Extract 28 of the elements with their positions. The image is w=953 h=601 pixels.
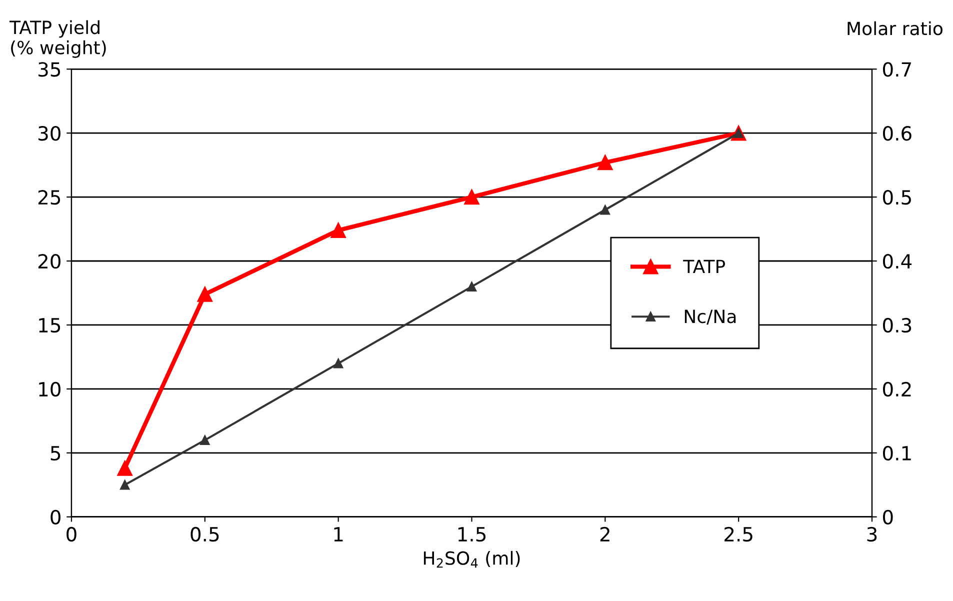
y2-tick-label: 0.7 xyxy=(883,62,911,77)
x-tick-label: 3 xyxy=(867,526,877,542)
x-tick-label: 2 xyxy=(600,526,610,542)
y2-tick-label: 0.3 xyxy=(883,318,912,333)
x-tick-label: 0 xyxy=(66,526,76,542)
y-tick-label: 5 xyxy=(50,446,60,461)
x-tick-label: 1.5 xyxy=(458,527,486,542)
y-tick-label: 30 xyxy=(38,126,60,141)
y2-tick-label: 0.1 xyxy=(883,446,911,461)
y-tick-label: 25 xyxy=(38,190,60,205)
legend-label: TATP xyxy=(683,260,726,273)
y-tick-label: 15 xyxy=(39,318,60,333)
y2-tick-label: 0.6 xyxy=(883,126,912,141)
y2-tick-label: 0 xyxy=(883,510,893,525)
x-tick-label: 0.5 xyxy=(190,526,219,542)
y2-tick-label: 0.5 xyxy=(883,190,911,205)
x-tick-label: 2.5 xyxy=(724,526,752,542)
y-tick-label: 20 xyxy=(38,254,60,269)
y2-tick-label: 0.4 xyxy=(883,254,912,269)
x-axis-title: H$_{2}$SO$_{4}$ (ml) xyxy=(424,550,520,568)
y-tick-label: 10 xyxy=(39,382,60,397)
y-tick-label: 0 xyxy=(50,510,60,525)
legend-label: Nc/Na xyxy=(684,310,736,325)
x-tick-label: 1 xyxy=(334,527,343,542)
y-axis-title: TATP yield (% weight) xyxy=(9,20,106,58)
y2-axis-title: Molar ratio xyxy=(848,21,942,36)
y2-tick-label: 0.2 xyxy=(883,382,911,397)
y-tick-label: 35 xyxy=(38,62,60,77)
